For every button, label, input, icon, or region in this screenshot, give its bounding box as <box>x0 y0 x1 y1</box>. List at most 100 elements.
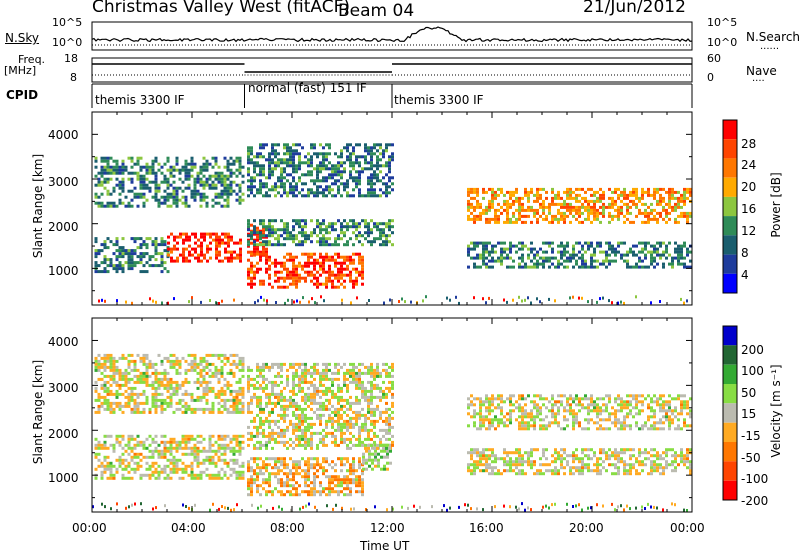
data-cell <box>371 467 374 471</box>
data-cell <box>581 463 584 467</box>
data-cell <box>602 214 605 218</box>
data-cell <box>563 259 566 263</box>
data-cell <box>328 243 331 247</box>
data-cell <box>349 258 352 262</box>
data-cell <box>208 374 212 378</box>
data-cell <box>199 371 203 375</box>
data-cell <box>319 431 322 435</box>
data-cell <box>337 493 340 497</box>
data-cell <box>301 469 304 473</box>
data-cell <box>551 187 554 191</box>
data-cell <box>277 285 280 289</box>
data-cell <box>172 168 176 172</box>
data-cell <box>112 267 116 271</box>
data-cell <box>247 487 250 491</box>
data-cell <box>295 443 298 447</box>
data-cell <box>545 250 548 254</box>
data-cell <box>298 264 301 268</box>
data-cell <box>683 190 686 194</box>
data-cell <box>130 198 134 202</box>
data-cell <box>175 371 179 375</box>
data-cell <box>121 252 125 256</box>
data-cell <box>581 256 584 260</box>
data-cell <box>181 189 185 193</box>
data-cell <box>566 265 569 269</box>
data-cell <box>322 413 325 417</box>
data-cell <box>482 297 484 301</box>
data-cell <box>277 276 280 280</box>
data-cell <box>160 380 164 384</box>
data-cell <box>127 434 131 438</box>
data-cell <box>373 152 376 156</box>
data-cell <box>337 188 340 192</box>
data-cell <box>343 404 346 408</box>
data-cell <box>539 463 542 467</box>
data-cell <box>638 241 641 245</box>
data-cell <box>316 179 319 183</box>
data-cell <box>389 298 391 302</box>
data-cell <box>268 164 271 168</box>
data-cell <box>118 374 122 378</box>
data-cell <box>512 193 515 197</box>
data-cell <box>376 222 379 226</box>
data-cell <box>226 386 230 390</box>
data-cell <box>313 395 316 399</box>
data-cell <box>611 196 614 200</box>
data-cell <box>611 190 614 194</box>
data-cell <box>199 192 203 196</box>
data-cell <box>163 464 167 468</box>
data-cell <box>518 472 521 476</box>
data-cell <box>178 440 182 444</box>
data-cell <box>139 392 143 396</box>
data-cell <box>590 205 593 209</box>
data-cell <box>139 180 143 184</box>
data-cell <box>103 383 107 387</box>
data-cell <box>521 299 523 303</box>
data-cell <box>626 262 629 266</box>
data-cell <box>274 404 277 408</box>
data-cell <box>503 457 506 461</box>
data-cell <box>184 371 188 375</box>
data-cell <box>136 440 140 444</box>
data-cell <box>250 252 253 256</box>
data-cell <box>370 176 373 180</box>
data-cell <box>331 440 334 444</box>
data-cell <box>154 240 158 244</box>
data-cell <box>160 470 164 474</box>
data-cell <box>385 240 388 244</box>
data-cell <box>241 386 245 390</box>
data-cell <box>533 208 536 212</box>
data-cell <box>238 434 242 438</box>
data-cell <box>319 407 322 411</box>
data-cell <box>184 437 188 441</box>
data-cell <box>229 398 233 402</box>
data-cell <box>322 407 325 411</box>
data-cell <box>289 252 292 256</box>
data-cell <box>154 371 158 375</box>
data-cell <box>331 380 334 384</box>
data-cell <box>551 217 554 221</box>
data-cell <box>208 174 212 178</box>
data-cell <box>193 446 197 450</box>
data-cell <box>629 205 632 209</box>
data-cell <box>217 458 221 462</box>
data-cell <box>226 398 230 402</box>
data-cell <box>325 431 328 435</box>
data-cell <box>488 463 491 467</box>
data-cell <box>385 149 388 153</box>
data-cell <box>524 298 526 302</box>
data-cell <box>340 222 343 226</box>
data-cell <box>238 401 242 405</box>
data-cell <box>151 464 155 468</box>
data-cell <box>593 217 596 221</box>
data-cell <box>109 407 113 411</box>
data-cell <box>202 195 206 199</box>
data-cell <box>253 252 256 256</box>
data-cell <box>151 461 155 465</box>
data-cell <box>184 174 188 178</box>
data-cell <box>250 493 253 497</box>
data-cell <box>286 484 289 488</box>
data-cell <box>139 374 143 378</box>
data-cell <box>100 377 104 381</box>
data-cell <box>307 368 310 372</box>
